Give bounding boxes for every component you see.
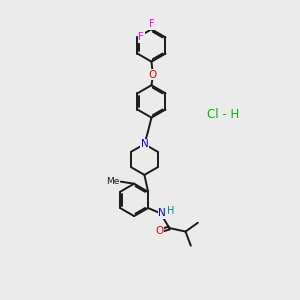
Text: F: F — [139, 32, 144, 42]
Text: O: O — [149, 70, 157, 80]
Text: N: N — [140, 139, 148, 149]
Text: H: H — [167, 206, 174, 216]
Text: O: O — [155, 226, 163, 236]
Text: Cl - H: Cl - H — [208, 108, 240, 121]
Text: F: F — [149, 19, 154, 29]
Text: Me: Me — [106, 177, 119, 186]
Text: N: N — [158, 208, 166, 218]
